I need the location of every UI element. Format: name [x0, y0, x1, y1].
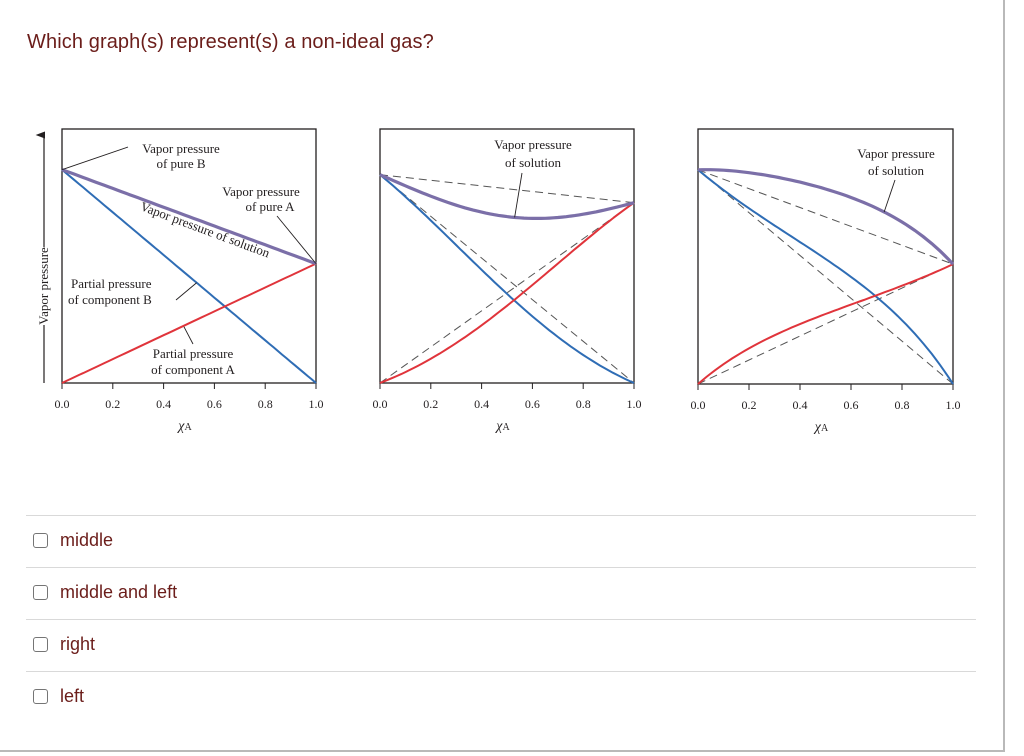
annotation-pure-b: of pure B — [156, 156, 205, 171]
annotation-solution: of solution — [868, 163, 924, 178]
x-tick-label: 0.8 — [895, 398, 910, 412]
x-tick-label: 0.2 — [423, 397, 438, 411]
series-solution-vapor-pressure — [379, 173, 635, 220]
annotation-partial-a: of component A — [151, 362, 235, 377]
ideal-solution-dashed-line — [697, 169, 954, 265]
x-tick-label: 0.2 — [105, 397, 120, 411]
chart-left-ideal: 0.0 0.2 0.4 0.6 0.8 1.0 χA Vapor pressure Vapor … — [35, 128, 324, 434]
annotation-partial-a: Partial pressure — [153, 346, 234, 361]
series-partial-pressure-a — [697, 263, 954, 385]
annotation-solution: Vapor pressure — [494, 137, 572, 152]
x-tick-label: 0.0 — [373, 397, 388, 411]
ideal-component-a-dashed-line — [697, 263, 954, 385]
series-partial-pressure-b — [697, 169, 954, 385]
chart-right-positive-deviation: 0.0 0.2 0.4 0.6 0.8 1.0 χA Vapor pressure of sol… — [691, 128, 961, 435]
x-tick-label: 0.2 — [742, 398, 757, 412]
x-tick-label: 1.0 — [627, 397, 642, 411]
option-label: right — [60, 633, 96, 654]
option-right[interactable]: right — [33, 629, 95, 659]
ideal-component-b-dashed-line — [697, 169, 954, 385]
option-middle-and-left[interactable]: middle and left — [33, 577, 177, 607]
x-tick-label: 0.6 — [207, 397, 222, 411]
option-divider — [26, 671, 976, 672]
plot-frame — [379, 128, 635, 384]
x-axis-label-subscript: A — [502, 422, 510, 433]
annotation-partial-b: Partial pressure — [71, 276, 152, 291]
annotation-leader-line — [61, 146, 129, 171]
option-label: left — [60, 685, 85, 706]
option-left[interactable]: left — [33, 681, 84, 711]
ideal-solution-dashed-line — [379, 174, 635, 204]
checkbox[interactable] — [33, 584, 48, 600]
ideal-component-b-dashed-line — [379, 174, 635, 384]
plot-frame — [61, 128, 317, 384]
series-partial-pressure-a — [379, 201, 635, 384]
option-divider — [26, 619, 976, 620]
x-tick-label: 0.0 — [55, 397, 70, 411]
x-tick-label: 0.6 — [525, 397, 540, 411]
x-tick-label: 0.0 — [691, 398, 706, 412]
annotation-pure-b: Vapor pressure — [142, 141, 220, 156]
annotation-leader-line — [883, 179, 896, 213]
plot-frame — [697, 128, 954, 385]
y-axis-label: Vapor pressure — [36, 247, 51, 325]
option-label: middle and left — [60, 581, 178, 602]
series-partial-pressure-b — [61, 168, 317, 384]
checkbox[interactable] — [33, 636, 48, 652]
x-tick-label: 0.4 — [156, 397, 171, 411]
annotation-solution: of solution — [505, 155, 561, 170]
option-middle[interactable]: middle — [33, 525, 113, 555]
y-axis-label-bg — [36, 247, 52, 325]
annotation-leader-line — [183, 326, 194, 345]
annotation-solution: Vapor pressure — [857, 146, 935, 161]
x-tick-label: 1.0 — [946, 398, 961, 412]
x-tick-label: 1.0 — [309, 397, 324, 411]
checkbox[interactable] — [33, 688, 48, 704]
x-tick-label: 0.8 — [258, 397, 273, 411]
x-axis-label: χA — [813, 420, 829, 435]
x-axis-label-subscript: A — [184, 422, 192, 433]
option-label: middle — [60, 529, 114, 550]
checkbox[interactable] — [33, 532, 48, 548]
x-axis-label: χA — [176, 419, 192, 434]
series-partial-pressure-b — [379, 173, 635, 384]
annotation-leader-line — [276, 215, 317, 264]
vapor-pressure-figure: 0.0 0.2 0.4 0.6 0.8 1.0 χA Vapor pressure Vapor … — [35, 128, 961, 435]
x-axis-label: χA — [494, 419, 510, 434]
chart-middle-negative-deviation: 0.0 0.2 0.4 0.6 0.8 1.0 χA Vapor pressure of sol… — [373, 128, 642, 434]
annotation-pure-a: Vapor pressure — [222, 184, 300, 199]
x-tick-label: 0.6 — [844, 398, 859, 412]
series-solution-vapor-pressure — [61, 168, 317, 266]
annotation-leader-line — [175, 282, 197, 301]
series-solution-vapor-pressure — [697, 168, 955, 266]
x-tick-label: 0.8 — [576, 397, 591, 411]
option-divider — [26, 567, 976, 568]
annotation-pure-a: of pure A — [245, 199, 295, 214]
annotation-leader-line — [514, 172, 523, 218]
question-text: Which graph(s) represent(s) a non-ideal … — [27, 31, 434, 53]
x-tick-label: 0.4 — [793, 398, 808, 412]
x-axis-label-subscript: A — [821, 423, 829, 434]
x-tick-label: 0.4 — [474, 397, 489, 411]
annotation-partial-b: of component B — [68, 292, 152, 307]
series-partial-pressure-a — [61, 262, 317, 384]
option-divider — [26, 515, 976, 516]
question-card: Which graph(s) represent(s) a non-ideal … — [0, 0, 1005, 752]
